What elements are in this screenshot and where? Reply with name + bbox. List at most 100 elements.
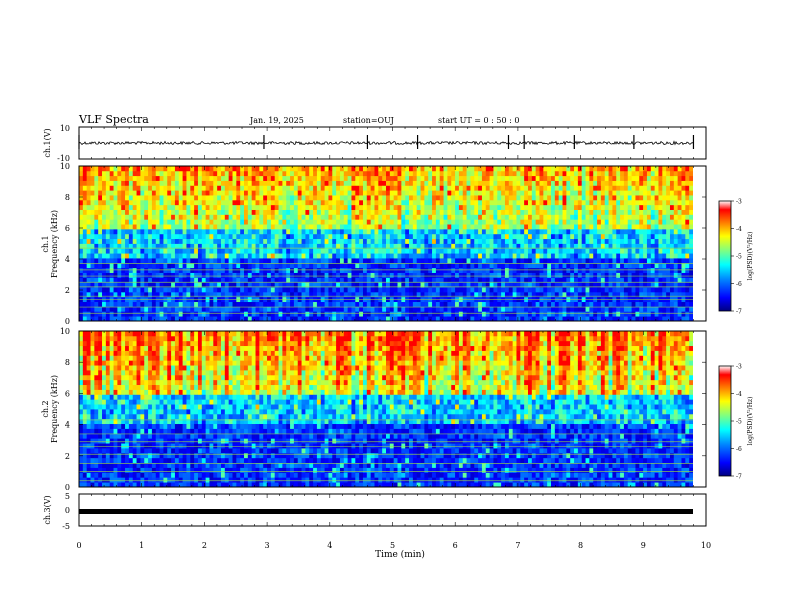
spectrogram-cell [520,166,524,171]
spectrogram-cell [133,277,137,282]
spectrogram-cell [317,248,321,253]
spectrogram-cell [298,181,302,186]
spectrogram-cell [321,229,325,234]
spectrogram-cell [424,210,428,215]
spectrogram-cell [563,248,567,253]
spectrogram-cell [513,205,517,210]
spectrogram-cell [555,258,559,263]
spectrogram-cell [432,219,436,224]
spectrogram-cell [171,268,175,273]
spectrogram-cell [348,268,352,273]
spectrogram-cell [447,287,451,292]
spectrogram-cell [474,302,478,307]
spectrogram-cell [563,277,567,282]
spectrogram-cell [152,195,156,200]
spectrogram-cell [209,253,213,258]
spectrogram-cell [455,176,459,181]
spectrogram-cell [209,234,213,239]
spectrogram-cell [160,253,164,258]
spectrogram-cell [83,190,87,195]
spectrogram-cell [486,214,490,219]
spectrogram-cell [390,200,394,205]
spectrogram-cell [601,176,605,181]
spectrogram-cell [501,210,505,215]
spectrogram-cell [367,302,371,307]
spectrogram-cell [110,239,114,244]
spectrogram-cell [91,239,95,244]
spectrogram-cell [129,195,133,200]
spectrogram-cell [351,229,355,234]
spectrogram-cell [582,195,586,200]
spectrogram-cell [497,171,501,176]
spectrogram-cell [597,258,601,263]
spectrogram-cell [551,277,555,282]
spectrogram-cell [624,277,628,282]
spectrogram-cell [620,176,624,181]
spectrogram-cell [570,229,574,234]
spectrogram-cell [351,253,355,258]
spectrogram-cell [597,302,601,307]
spectrogram-cell [106,195,110,200]
spectrogram-cell [233,253,237,258]
spectrogram-cell [328,248,332,253]
spectrogram-cell [305,273,309,278]
spectrogram-cell [528,311,532,316]
spectrogram-cell [256,302,260,307]
spectrogram-cell [424,277,428,282]
spectrogram-cell [91,277,95,282]
spectrogram-cell [129,273,133,278]
spectrogram-cell [371,258,375,263]
spectrogram-cell [114,195,118,200]
spectrogram-cell [501,195,505,200]
spectrogram-cell [601,181,605,186]
spectrogram-cell [202,219,206,224]
spectrogram-cell [371,287,375,292]
spectrogram-cell [290,181,294,186]
spectrogram-cell [486,171,490,176]
spectrogram-cell [493,224,497,229]
spectrogram-cell [382,229,386,234]
spectrogram-cell [417,205,421,210]
spectrogram-cell [474,248,478,253]
spectrogram-cell [244,302,248,307]
spectrogram-cell [152,273,156,278]
spectrogram-cell [183,190,187,195]
spectrogram-cell [597,311,601,316]
spectrogram-cell [367,210,371,215]
spectrogram-cell [313,239,317,244]
spectrogram-cell [133,166,137,171]
spectrogram-cell [275,200,279,205]
spectrogram-cell [428,311,432,316]
spectrogram-cell [474,219,478,224]
spectrogram-cell [279,176,283,181]
spectrogram-cell [110,234,114,239]
spectrogram-cell [175,176,179,181]
spectrogram-cell [578,239,582,244]
spectrogram-cell [91,311,95,316]
spectrogram-cell [302,234,306,239]
spectrogram-cell [624,185,628,190]
spectrogram-cell [328,171,332,176]
spectrogram-cell [79,185,83,190]
spectrogram-cell [620,224,624,229]
spectrogram-cell [436,224,440,229]
spectrogram-cell [417,219,421,224]
spectrogram-cell [459,190,463,195]
spectrogram-cell [152,219,156,224]
spectrogram-cell [651,268,655,273]
spectrogram-cell [144,171,148,176]
spectrogram-cell [447,258,451,263]
spectrogram-cell [94,195,98,200]
spectrogram-cell [298,273,302,278]
spectrogram-cell [244,277,248,282]
spectrogram-cell [133,234,137,239]
spectrogram-cell [98,224,102,229]
spectrogram-cell [620,302,624,307]
spectrogram-cell [348,273,352,278]
spectrogram-cell [290,248,294,253]
spectrogram-cell [597,287,601,292]
spectrogram-cell [340,185,344,190]
spectrogram-cell [490,214,494,219]
spectrogram-cell [394,171,398,176]
spectrogram-cell [87,239,91,244]
